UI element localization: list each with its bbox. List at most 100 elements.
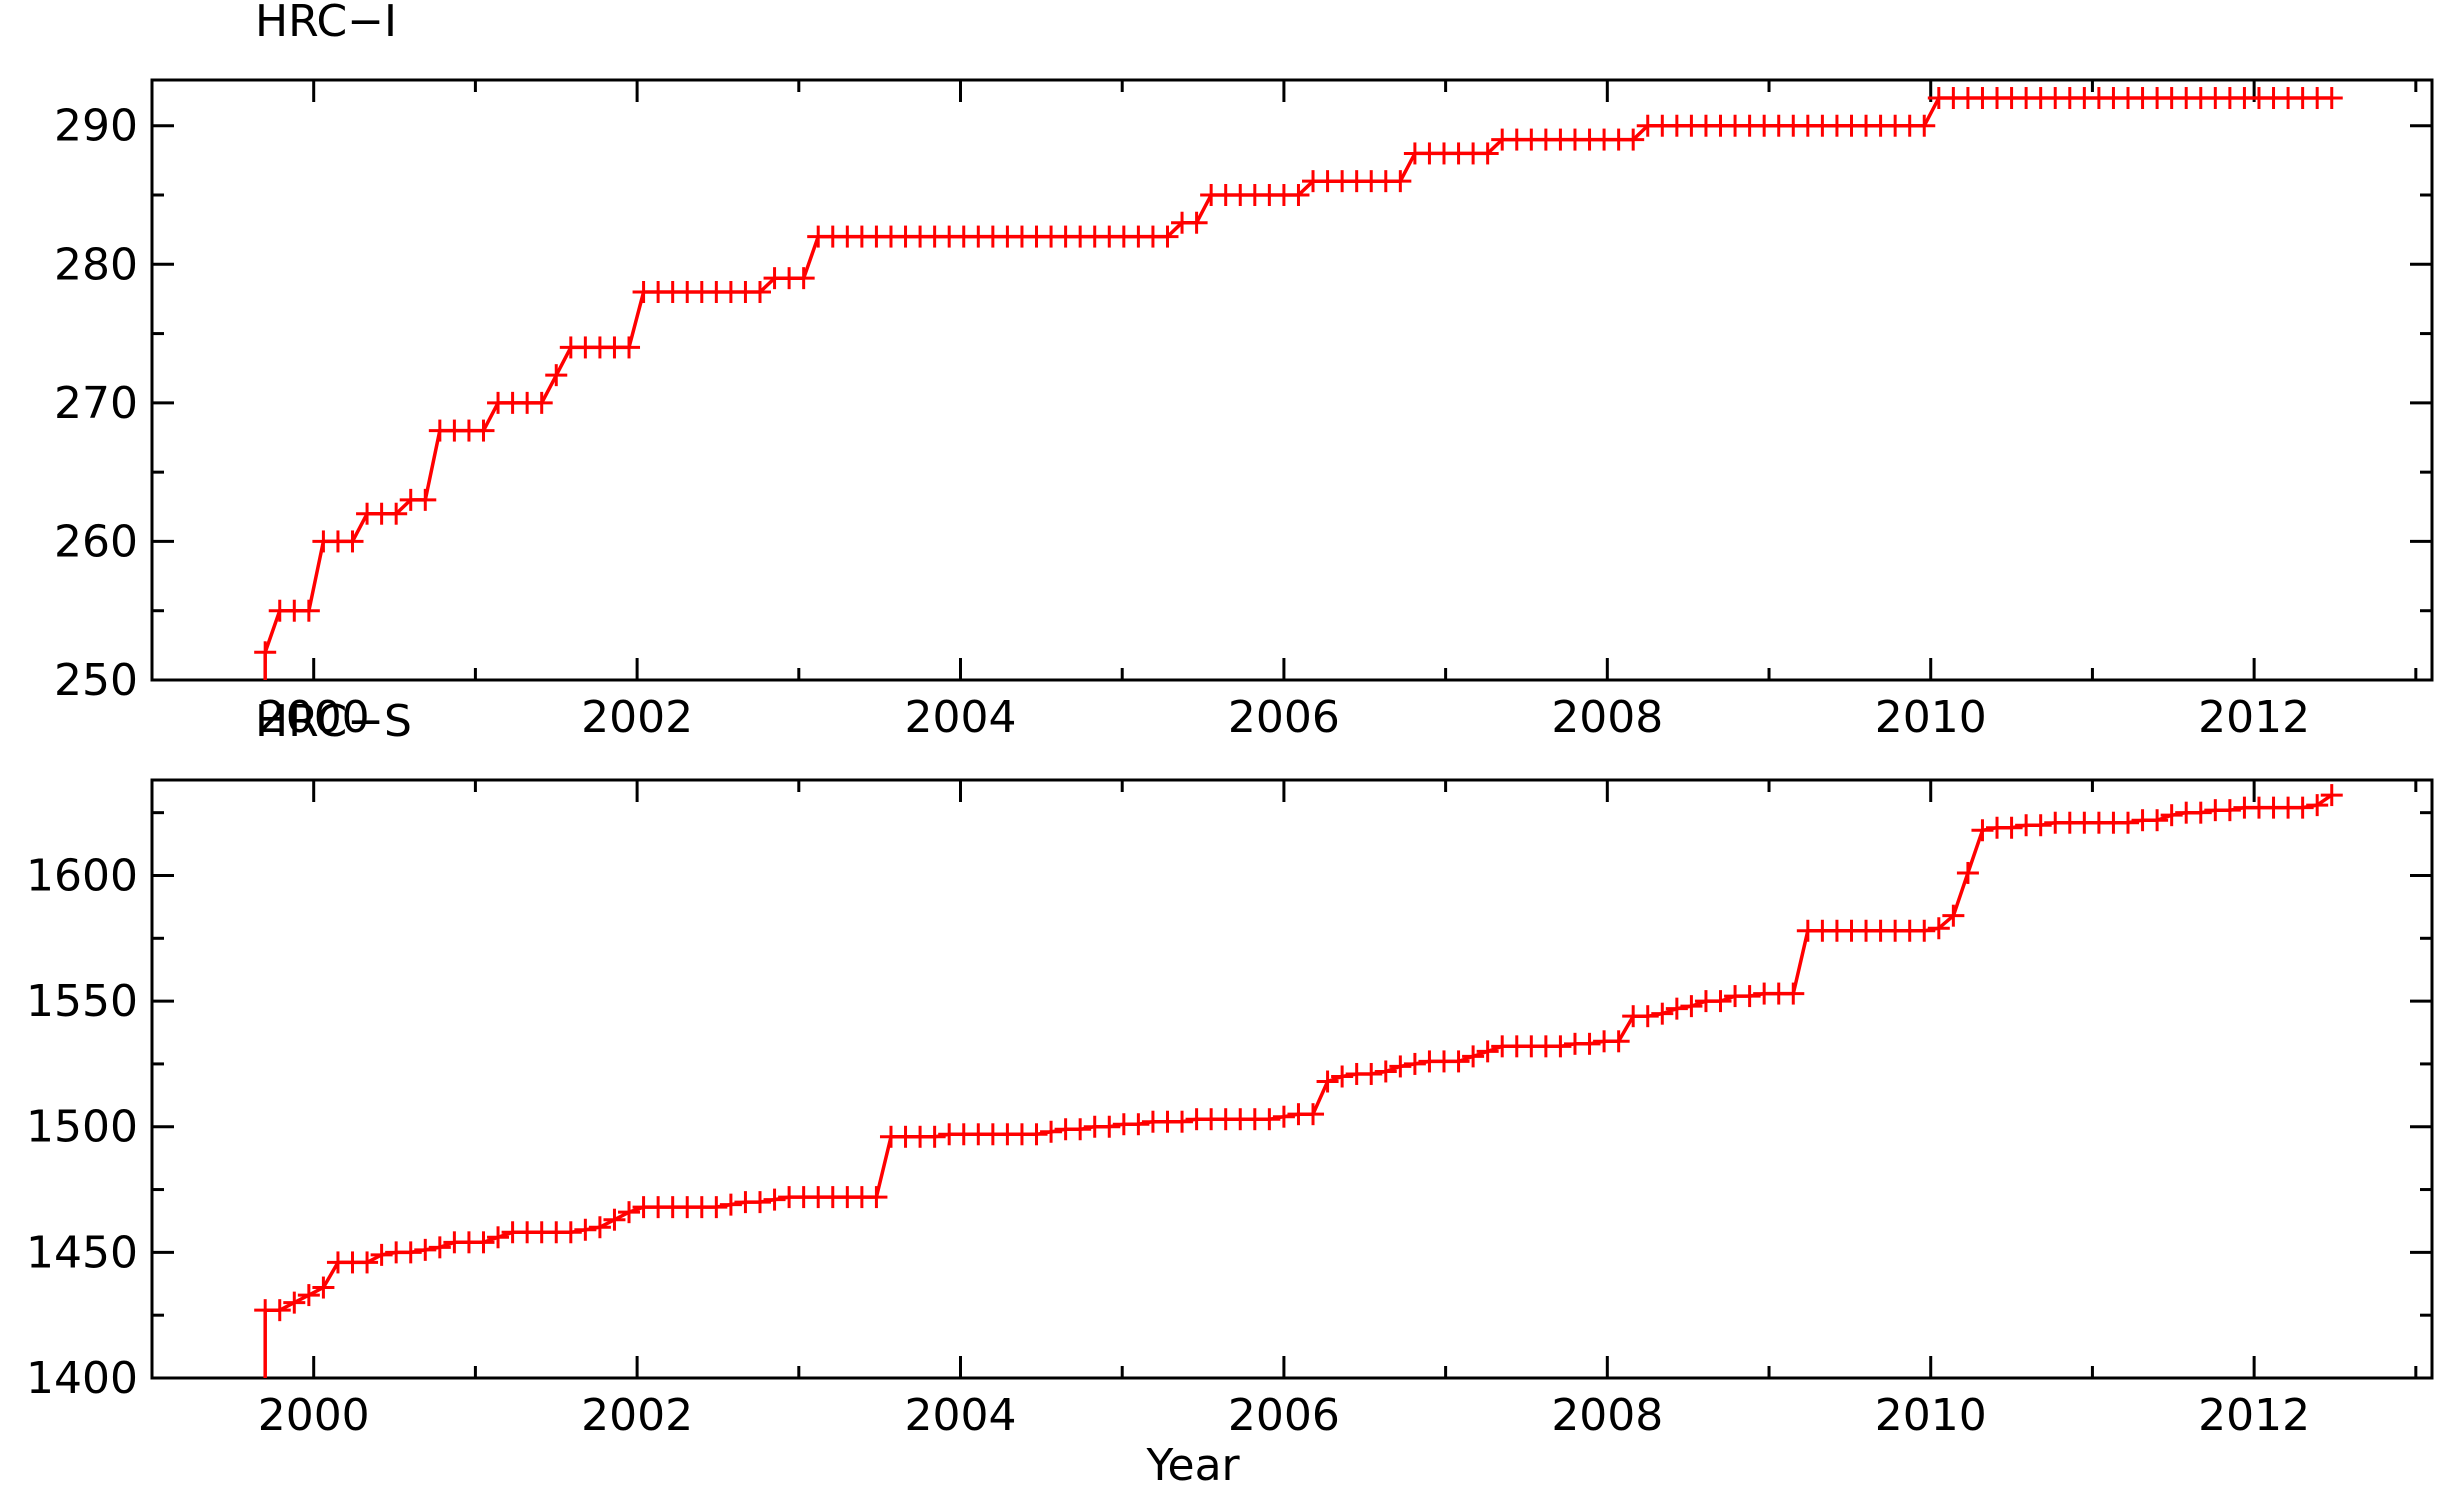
data-point-marker	[588, 1216, 611, 1239]
series-line	[263, 793, 2333, 1378]
data-point-marker	[399, 1241, 422, 1264]
data-point-marker	[1971, 819, 1994, 842]
data-point-marker	[1069, 1118, 1092, 1141]
x-tick-label: 2004	[905, 692, 1017, 743]
y-tick-label: 290	[54, 101, 138, 152]
y-tick-label: 1600	[26, 850, 138, 901]
data-point-marker	[1272, 1105, 1295, 1128]
data-point-marker	[1651, 1002, 1674, 1025]
data-point-marker	[1171, 1110, 1194, 1133]
x-tick-label: 2008	[1551, 1390, 1663, 1441]
x-tick-label: 2004	[905, 1390, 1017, 1441]
x-tick-label: 2000	[258, 692, 370, 743]
panel-title: HRC−S	[255, 696, 412, 747]
data-point-marker	[2320, 784, 2343, 807]
data-point-marker	[618, 336, 641, 359]
data-point-marker	[1665, 997, 1688, 1020]
data-point-marker	[1374, 1060, 1397, 1083]
data-point-marker	[1258, 1108, 1281, 1131]
data-point-marker	[1636, 1005, 1659, 1028]
x-tick-label: 2000	[258, 1390, 370, 1441]
data-point-marker	[297, 599, 320, 622]
x-tick-label: 2010	[1875, 692, 1987, 743]
chart-panel-1: HRC−I 2000 2002 2004 2006 2008 2010 2012 250 260 2…	[54, 0, 2434, 743]
data-point-marker	[1913, 114, 1936, 137]
y-tick-label: 260	[54, 516, 138, 567]
data-point-marker	[283, 1291, 306, 1314]
data-point-marker	[2306, 794, 2329, 817]
data-point-marker	[1287, 184, 1310, 207]
data-point-marker	[356, 1251, 379, 1274]
data-point-marker	[1913, 919, 1936, 942]
data-point-marker	[530, 391, 553, 414]
data-point-marker	[865, 1186, 888, 1209]
y-tick-label: 1500	[26, 1102, 138, 1153]
data-point-marker	[2291, 796, 2314, 819]
data-point-marker	[414, 488, 437, 511]
data-point-marker	[472, 419, 495, 442]
data-point-marker	[1927, 917, 1950, 940]
data-point-marker	[1389, 170, 1412, 193]
data-point-marker	[2320, 87, 2343, 110]
data-point-marker	[749, 281, 771, 304]
data-point-marker	[2218, 799, 2241, 822]
data-point-marker	[1476, 1040, 1499, 1063]
data-point-marker	[1942, 904, 1965, 927]
data-point-marker	[2029, 814, 2052, 837]
data-point-marker	[370, 1243, 393, 1266]
data-point-marker	[312, 1276, 335, 1299]
data-point-marker	[1476, 142, 1499, 165]
data-point-marker	[1156, 225, 1179, 248]
data-point-marker	[254, 641, 277, 664]
data-point-marker	[341, 530, 364, 553]
data-point-marker	[1738, 985, 1761, 1008]
data-point-marker	[2189, 801, 2212, 824]
data-point-marker	[545, 364, 568, 387]
data-point-marker	[1360, 1062, 1383, 1085]
x-tick-label: 2002	[581, 1390, 693, 1441]
plot-frame	[150, 78, 2434, 682]
data-point-marker	[2146, 809, 2169, 832]
data-point-marker	[2000, 816, 2023, 839]
data-point-marker	[1098, 1115, 1121, 1138]
data-point-marker	[414, 1238, 437, 1261]
x-tick-label: 2002	[581, 692, 693, 743]
y-tick-label: 1400	[26, 1353, 138, 1404]
y-tick-label: 280	[54, 239, 138, 290]
data-point-marker	[1447, 1050, 1470, 1073]
x-tick-label: 2008	[1551, 692, 1663, 743]
data-point-marker	[487, 1226, 510, 1249]
data-point-marker	[1709, 990, 1732, 1013]
data-point-marker	[1549, 1035, 1572, 1058]
x-tick-label: 2012	[2198, 1390, 2310, 1441]
data-point-marker	[1956, 861, 1979, 884]
data-point-marker	[2117, 811, 2139, 834]
data-point-marker	[428, 1236, 451, 1259]
data-point-marker	[1302, 1103, 1325, 1126]
data-point-marker	[1403, 1052, 1426, 1075]
x-tick-label: 2006	[1228, 692, 1340, 743]
data-point-marker	[1331, 1065, 1354, 1088]
x-tick-label: 2010	[1875, 1390, 1987, 1441]
data-point-marker	[472, 1231, 495, 1254]
y-tick-label: 1450	[26, 1227, 138, 1278]
data-point-marker	[2160, 804, 2183, 827]
data-point-marker	[1389, 1055, 1412, 1078]
data-point-marker	[1185, 211, 1208, 234]
data-point-marker	[1607, 1030, 1630, 1053]
data-point-marker	[705, 1196, 728, 1219]
data-point-marker	[1578, 1032, 1601, 1055]
x-tick-label: 2012	[2198, 692, 2310, 743]
y-tick-label: 250	[54, 655, 138, 706]
chart-panel-2: HRC−S 2000 2002 2004 2006 2008 2010 2012 1400 145…	[26, 696, 2434, 1491]
data-point-marker	[1680, 995, 1703, 1018]
data-point-marker	[603, 1208, 626, 1231]
data-point-marker	[1462, 1045, 1485, 1068]
panel-title: HRC−I	[255, 0, 397, 47]
data-point-marker	[1622, 128, 1645, 151]
data-point-marker	[1316, 1070, 1339, 1093]
plot-frame	[150, 778, 2434, 1380]
data-point-marker	[923, 1125, 946, 1148]
data-point-marker	[385, 502, 408, 525]
